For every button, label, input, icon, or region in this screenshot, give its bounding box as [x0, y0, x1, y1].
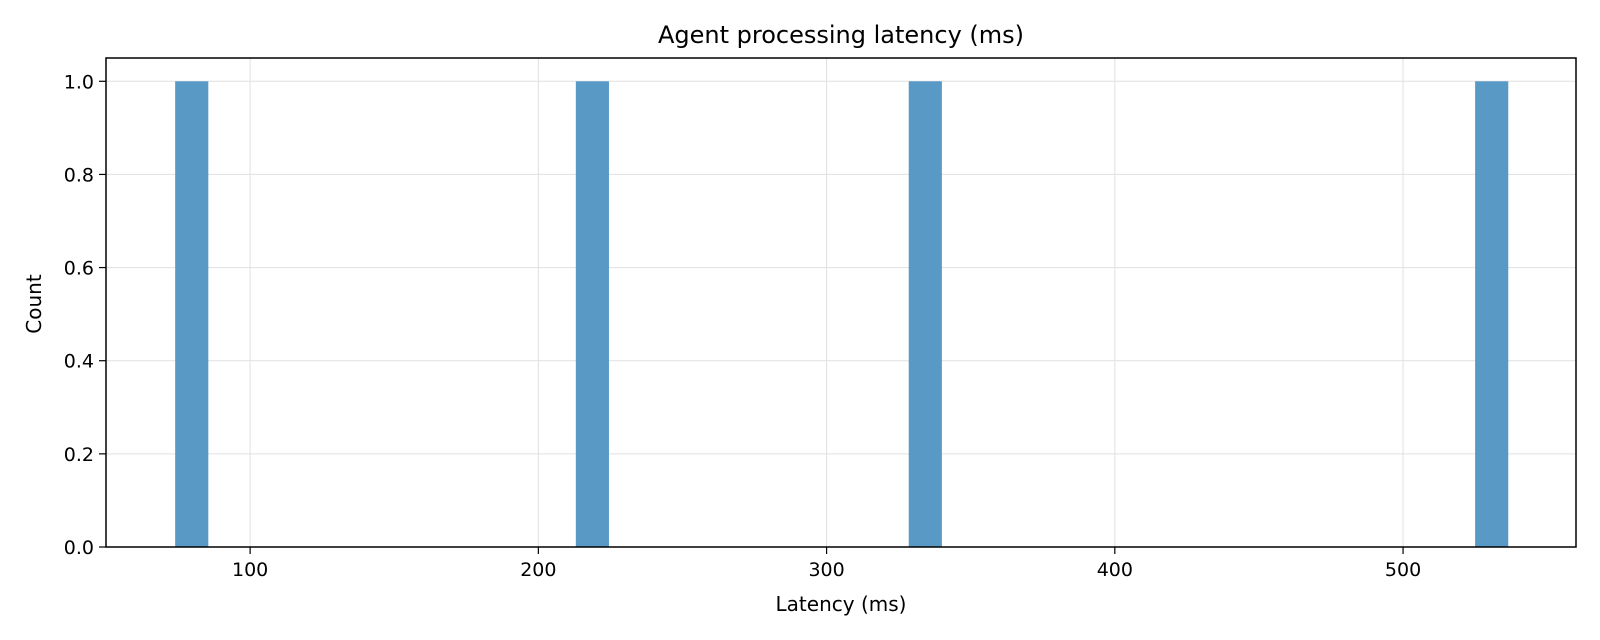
x-tick-label: 500 — [1385, 559, 1421, 581]
histogram-bar — [1475, 81, 1509, 548]
x-tick-label: 100 — [232, 559, 268, 581]
x-tick-label: 200 — [520, 559, 556, 581]
y-tick-label: 0.8 — [64, 164, 94, 186]
y-tick-label: 0.2 — [64, 444, 94, 466]
chart-title: Agent processing latency (ms) — [658, 21, 1024, 49]
x-tick-label: 400 — [1097, 559, 1133, 581]
y-tick-label: 1.0 — [64, 71, 94, 93]
histogram-bar — [175, 81, 209, 548]
y-tick-label: 0.4 — [64, 351, 94, 373]
grid-lines — [106, 58, 1576, 548]
histogram-bars — [175, 81, 1509, 548]
y-axis-ticks: 0.0 0.2 0.4 0.6 0.8 1.0 — [64, 71, 106, 559]
y-tick-label: 0.6 — [64, 258, 94, 280]
histogram-bar — [575, 81, 609, 548]
x-axis-label: Latency (ms) — [776, 592, 907, 616]
x-tick-label: 300 — [808, 559, 844, 581]
y-axis-label: Count — [22, 274, 46, 334]
histogram-bar — [908, 81, 942, 548]
plot-area-frame — [105, 57, 1577, 548]
y-tick-label: 0.0 — [64, 537, 94, 559]
x-axis-ticks: 100 200 300 400 500 — [232, 547, 1421, 581]
